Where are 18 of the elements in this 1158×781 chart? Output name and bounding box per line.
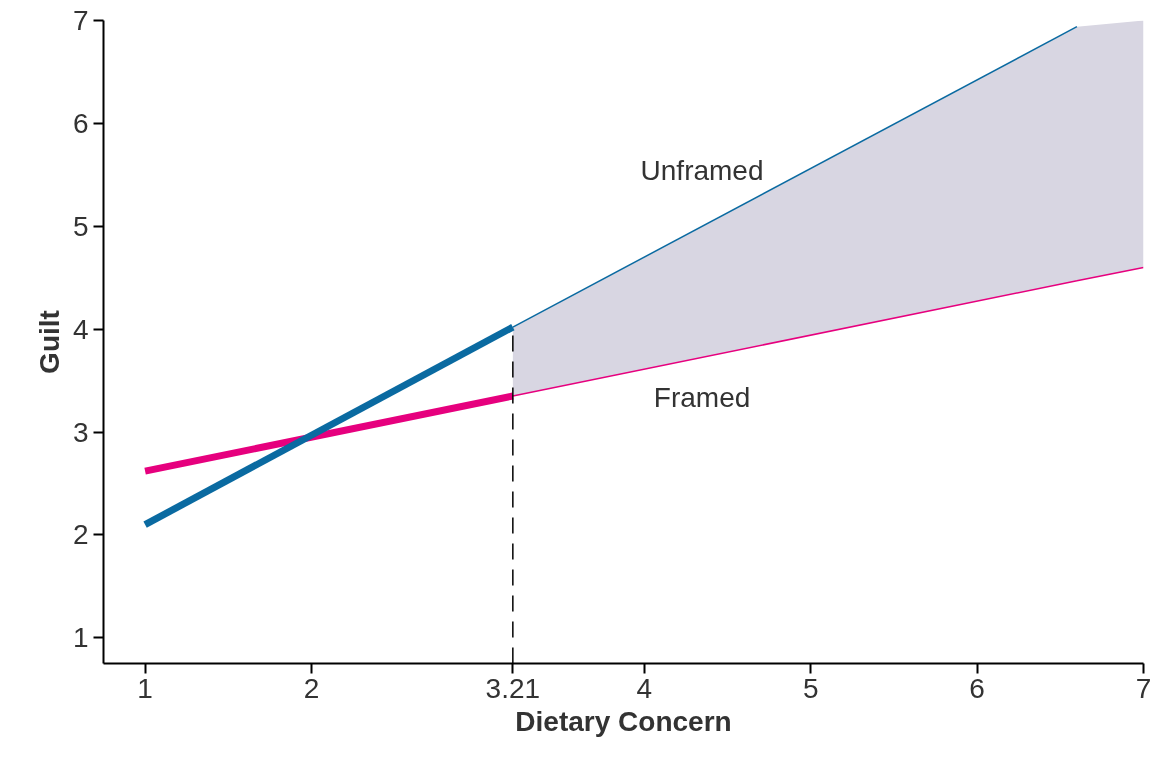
x-axis-title: Dietary Concern xyxy=(515,705,732,737)
series-label: Unframed xyxy=(640,155,764,187)
x-tick-label: 3.21 xyxy=(485,672,541,704)
y-tick-label: 2 xyxy=(72,519,89,551)
y-tick-label: 7 xyxy=(72,5,89,36)
y-tick-label: 1 xyxy=(72,622,89,654)
x-tick-label: 4 xyxy=(636,672,653,704)
y-axis-title: Guilt xyxy=(33,310,65,374)
x-tick-label: 1 xyxy=(137,672,153,704)
y-tick-label: 5 xyxy=(72,210,89,242)
y-tick-label: 6 xyxy=(72,107,89,139)
y-tick-label: 3 xyxy=(72,416,89,448)
y-tick-label: 4 xyxy=(72,313,89,345)
x-tick-label: 5 xyxy=(802,672,819,704)
x-tick-label: 6 xyxy=(969,672,985,704)
x-tick-label: 2 xyxy=(303,672,320,704)
x-tick-label: 7 xyxy=(1135,672,1152,704)
series-label: Framed xyxy=(653,382,751,414)
